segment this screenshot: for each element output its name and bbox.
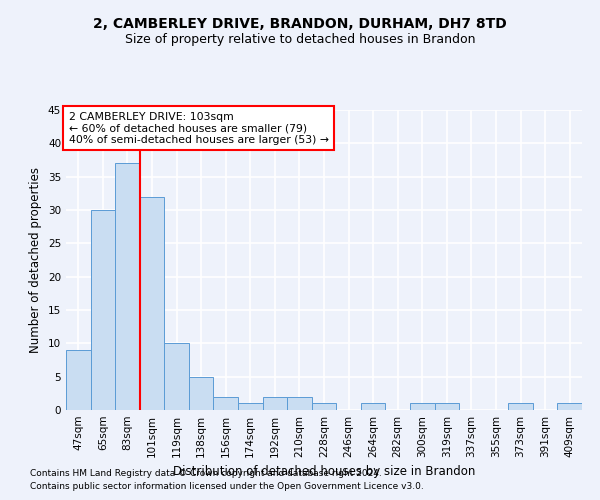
Bar	[140, 196, 164, 410]
Bar	[115, 164, 140, 410]
Bar	[66, 350, 91, 410]
Bar	[557, 404, 582, 410]
Bar	[508, 404, 533, 410]
Y-axis label: Number of detached properties: Number of detached properties	[29, 167, 43, 353]
Bar	[238, 404, 263, 410]
Text: Contains HM Land Registry data © Crown copyright and database right 2024.: Contains HM Land Registry data © Crown c…	[30, 468, 382, 477]
Bar	[189, 376, 214, 410]
X-axis label: Distribution of detached houses by size in Brandon: Distribution of detached houses by size …	[173, 466, 475, 478]
Bar	[263, 396, 287, 410]
Bar	[164, 344, 189, 410]
Text: Size of property relative to detached houses in Brandon: Size of property relative to detached ho…	[125, 32, 475, 46]
Bar	[91, 210, 115, 410]
Text: 2 CAMBERLEY DRIVE: 103sqm
← 60% of detached houses are smaller (79)
40% of semi-: 2 CAMBERLEY DRIVE: 103sqm ← 60% of detac…	[68, 112, 329, 144]
Bar	[410, 404, 434, 410]
Text: 2, CAMBERLEY DRIVE, BRANDON, DURHAM, DH7 8TD: 2, CAMBERLEY DRIVE, BRANDON, DURHAM, DH7…	[93, 18, 507, 32]
Bar	[361, 404, 385, 410]
Bar	[434, 404, 459, 410]
Bar	[312, 404, 336, 410]
Bar	[287, 396, 312, 410]
Bar	[214, 396, 238, 410]
Text: Contains public sector information licensed under the Open Government Licence v3: Contains public sector information licen…	[30, 482, 424, 491]
